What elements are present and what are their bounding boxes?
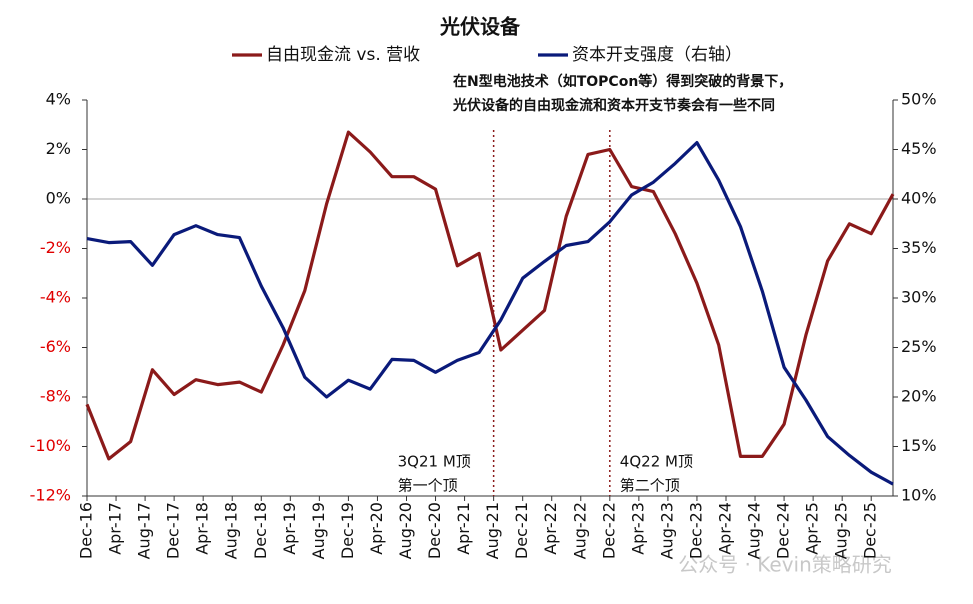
- y2-tick-label: 10%: [901, 486, 937, 505]
- x-tick-label: Apr-21: [454, 502, 473, 555]
- x-tick-label: Apr-24: [715, 502, 734, 555]
- x-tick-label: Dec-18: [251, 502, 270, 559]
- x-tick-label: Aug-18: [222, 502, 241, 559]
- x-tick-label: Dec-20: [425, 502, 444, 559]
- y2-tick-label: 35%: [901, 238, 937, 257]
- x-tick-label: Apr-25: [803, 502, 822, 555]
- series-line: [85, 130, 895, 461]
- note: 在N型电池技术（如TOPCon等）得到突破的背景下，: [453, 73, 792, 90]
- x-tick-label: Apr-23: [628, 502, 647, 555]
- annotation-text: 第一个顶: [398, 477, 458, 495]
- x-tick-label: Dec-21: [512, 502, 531, 559]
- x-tick-label: Aug-25: [832, 502, 851, 559]
- y-tick-label: 0%: [46, 189, 71, 208]
- chart-title: 光伏设备: [439, 15, 521, 39]
- y-tick-label: 4%: [46, 90, 71, 109]
- x-tick-label: Aug-17: [135, 502, 154, 559]
- y2-tick-label: 30%: [901, 288, 937, 307]
- x-tick-label: Aug-21: [483, 502, 502, 559]
- y-tick-label: 2%: [46, 139, 71, 158]
- y-tick-label: -6%: [40, 337, 71, 356]
- legend-label: 自由现金流 vs. 营收: [266, 45, 420, 65]
- x-tick-label: Apr-19: [280, 502, 299, 555]
- x-tick-label: Dec-22: [599, 502, 618, 559]
- y2-tick-label: 20%: [901, 387, 937, 406]
- x-tick-label: Aug-22: [570, 502, 589, 559]
- x-tick-label: Dec-23: [686, 502, 705, 559]
- series-line: [86, 141, 894, 486]
- y-tick-label: -12%: [30, 486, 71, 505]
- x-tick-label: Apr-20: [367, 502, 386, 555]
- x-tick-label: Apr-22: [541, 502, 560, 555]
- y-tick-label: -2%: [40, 238, 71, 257]
- y2-tick-label: 15%: [901, 436, 937, 455]
- x-tick-label: Aug-20: [396, 502, 415, 559]
- x-tick-label: Apr-17: [106, 502, 125, 555]
- x-tick-label: Aug-24: [745, 502, 764, 559]
- x-tick-label: Aug-19: [309, 502, 328, 559]
- y-tick-label: -8%: [40, 387, 71, 406]
- x-tick-label: Dec-24: [774, 502, 793, 559]
- x-tick-label: Aug-23: [657, 502, 676, 559]
- x-tick-label: Apr-18: [193, 502, 212, 555]
- y2-tick-label: 40%: [901, 189, 937, 208]
- annotation-text: 3Q21 M顶: [398, 453, 471, 471]
- x-tick-label: Dec-16: [77, 502, 96, 559]
- annotation-text: 第二个顶: [620, 477, 680, 495]
- y2-tick-label: 25%: [901, 337, 937, 356]
- x-tick-label: Dec-19: [338, 502, 357, 559]
- y-tick-label: -10%: [30, 436, 71, 455]
- watermark: 公众号 · Kevin策略研究: [678, 553, 892, 577]
- y2-tick-label: 45%: [901, 139, 937, 158]
- legend-label: 资本开支强度（右轴）: [572, 45, 742, 65]
- x-tick-label: Dec-17: [164, 502, 183, 559]
- y2-tick-label: 50%: [901, 90, 937, 109]
- annotation-text: 4Q22 M顶: [620, 453, 693, 471]
- y-tick-label: -4%: [40, 288, 71, 307]
- x-tick-label: Dec-25: [861, 502, 880, 559]
- note: 光伏设备的自由现金流和资本开支节奏会有一些不同: [452, 97, 775, 114]
